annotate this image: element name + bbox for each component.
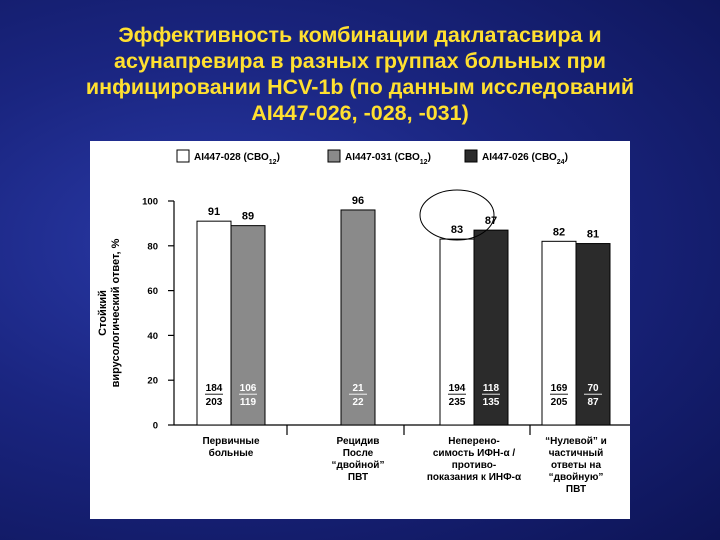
bar-value-label: 82 <box>553 226 565 238</box>
bar <box>340 209 376 426</box>
x-category-label: Неперено-симость ИФН-α / противо-показани… <box>427 436 522 483</box>
bar-denominator: 119 <box>240 397 257 408</box>
bar-denominator: 205 <box>551 397 568 408</box>
y-tick-label: 100 <box>142 197 158 208</box>
x-category-label: Первичные больные <box>202 436 260 459</box>
bar <box>575 243 611 426</box>
legend-swatch <box>464 149 478 163</box>
legend-swatch <box>327 149 341 163</box>
chart-panel: AI447-028 (СВО12) AI447-031 (СВО12) AI447-… <box>90 141 630 519</box>
x-category-label: Рецидив После “двойной” ПВТ <box>332 436 385 483</box>
bar-value-label: 81 <box>587 229 599 241</box>
bar <box>196 220 232 426</box>
bar-numerator: 106 <box>240 383 257 394</box>
bar-numerator: 184 <box>206 383 223 394</box>
highlight-ellipse <box>419 189 495 241</box>
bar-denominator: 87 <box>587 397 599 408</box>
bar-numerator: 70 <box>587 383 599 394</box>
bar-numerator: 169 <box>551 383 568 394</box>
y-tick-label: 60 <box>147 286 158 297</box>
x-category-label: “Нулевой” и частичный ответы на “двойную” ПВ… <box>545 436 607 495</box>
legend-label-0: AI447-028 (СВО12) <box>194 152 280 166</box>
bar-numerator: 21 <box>352 383 364 394</box>
bar-numerator: 118 <box>483 383 500 394</box>
y-tick-label: 80 <box>147 241 158 252</box>
y-tick-label: 0 <box>153 421 158 432</box>
bar-denominator: 235 <box>449 397 466 408</box>
y-tick-label: 20 <box>147 376 158 387</box>
bar-value-label: 89 <box>242 211 254 223</box>
bar-value-label: 96 <box>352 195 364 207</box>
bar-denominator: 22 <box>352 397 364 408</box>
bar-value-label: 83 <box>451 224 463 236</box>
bar-numerator: 194 <box>449 383 466 394</box>
bar-denominator: 135 <box>483 397 500 408</box>
slide-title: Эффективность комбинации даклатасвира и … <box>85 23 635 125</box>
legend-swatch <box>176 149 190 163</box>
legend-label-1: AI447-031 (СВО12) <box>345 152 431 166</box>
legend-label-2: AI447-026 (СВО24) <box>482 152 568 166</box>
y-axis-label: Стойкийвирусологический ответ, % <box>97 238 122 387</box>
bar-denominator: 203 <box>206 397 223 408</box>
bar-value-label: 91 <box>208 206 220 218</box>
bar <box>473 229 509 426</box>
bar-chart: AI447-028 (СВО12) AI447-031 (СВО12) AI447-… <box>97 149 630 495</box>
y-tick-label: 40 <box>147 331 158 342</box>
bar <box>230 225 266 426</box>
